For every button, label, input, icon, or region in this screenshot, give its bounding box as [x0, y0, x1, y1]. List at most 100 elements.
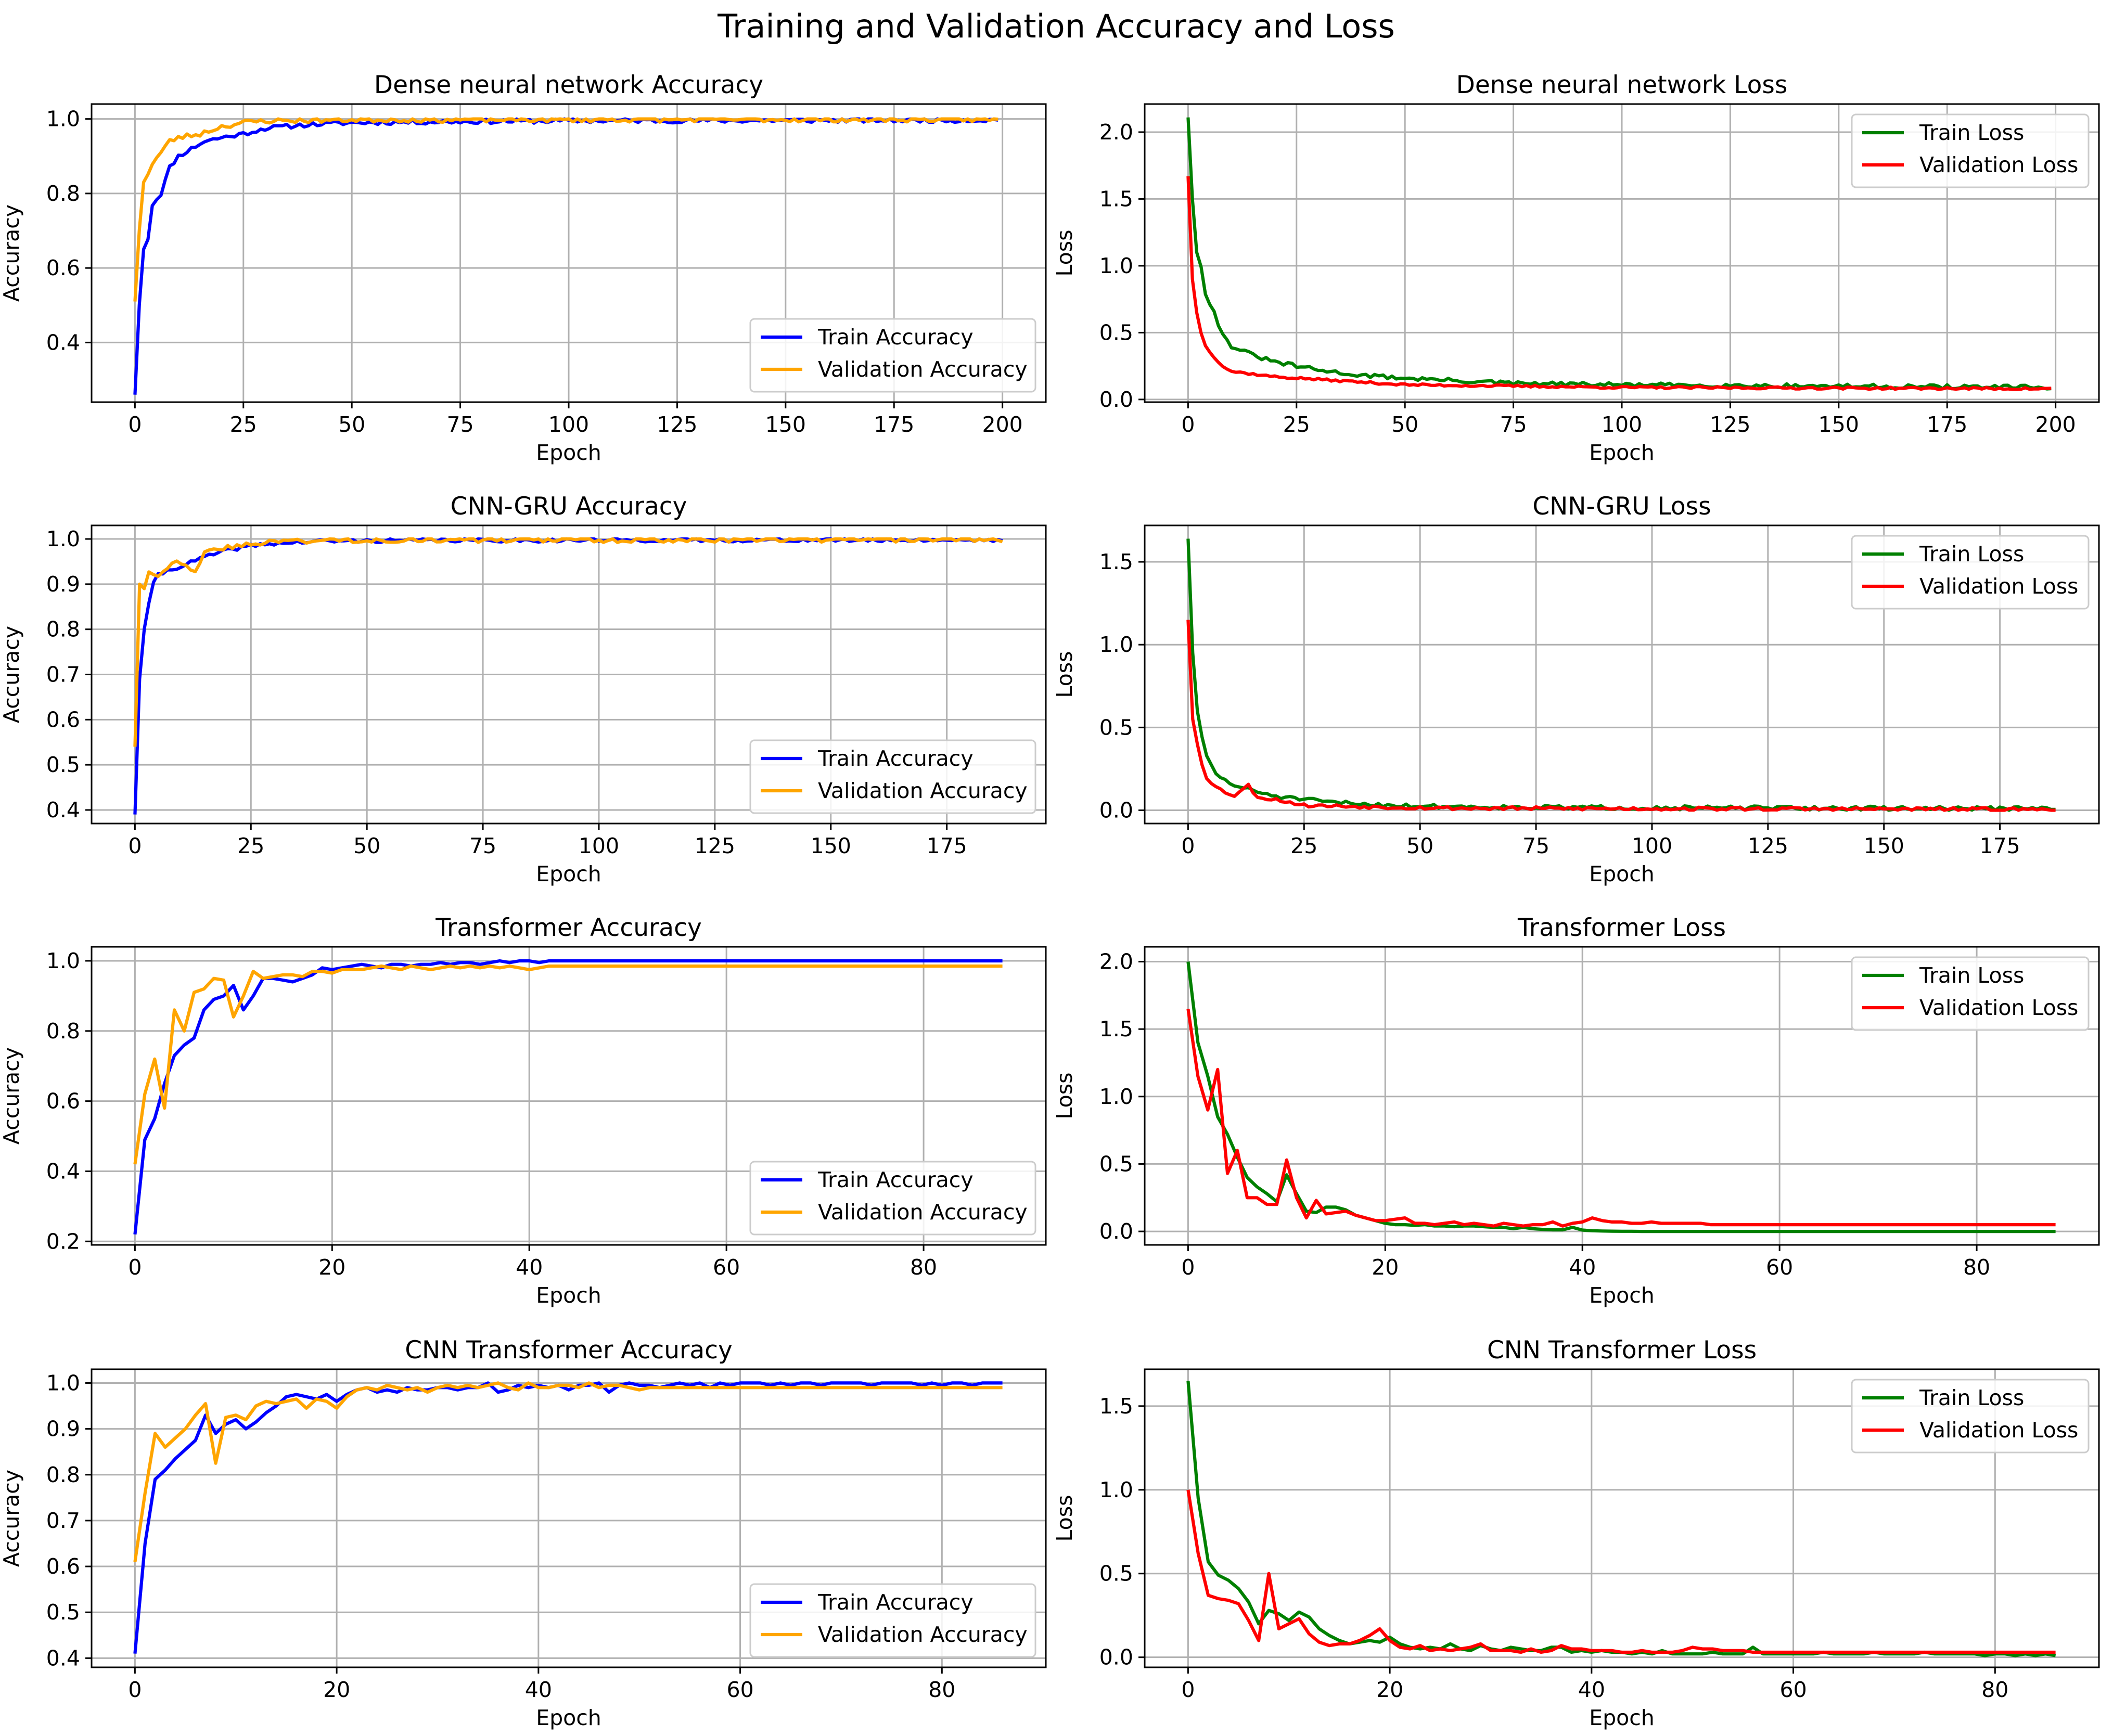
x-tick-label: 150	[811, 833, 851, 858]
x-axis-label: Epoch	[536, 440, 601, 465]
x-tick-label: 60	[713, 1255, 740, 1280]
y-axis-label: Loss	[1052, 230, 1077, 277]
legend-label: Validation Accuracy	[818, 778, 1028, 803]
series-line-validation-accuracy	[133, 117, 998, 302]
x-tick-label: 175	[1927, 412, 1967, 437]
y-tick-label: 0.9	[46, 572, 80, 597]
x-tick-label: 25	[1283, 412, 1310, 437]
legend-box	[749, 739, 1036, 814]
legend-box	[749, 1161, 1036, 1236]
y-tick-label: 0.6	[46, 1089, 80, 1114]
series-line-train-loss	[1186, 961, 2056, 1233]
y-tick-label: 0.4	[46, 1159, 80, 1184]
legend-label: Train Accuracy	[817, 325, 974, 350]
y-tick-label: 0.4	[46, 1645, 80, 1670]
y-tick-label: 0.6	[46, 1554, 80, 1579]
y-tick-label: 1.5	[1099, 1017, 1133, 1041]
x-tick-label: 75	[447, 412, 474, 437]
legend-label: Validation Loss	[1919, 574, 2078, 599]
y-axis-label: Accuracy	[0, 1047, 24, 1145]
legend: Train Accuracy Validation Accuracy	[749, 318, 1036, 393]
x-tick-label: 100	[1632, 833, 1672, 858]
series-line-train-accuracy	[133, 959, 1003, 1235]
legend-box	[1851, 535, 2090, 610]
y-tick-label: 0.5	[1099, 1561, 1133, 1586]
y-tick-label: 1.0	[46, 1370, 80, 1395]
y-axis-label: Accuracy	[0, 204, 24, 302]
x-tick-label: 0	[1181, 1255, 1195, 1280]
legend: Train Loss Validation Loss	[1851, 535, 2090, 610]
x-axis-label: Epoch	[1589, 440, 1655, 465]
x-tick-label: 175	[1980, 833, 2020, 858]
series-line-validation-loss	[1186, 1008, 2056, 1228]
x-tick-label: 100	[548, 412, 589, 437]
x-tick-label: 0	[128, 1255, 142, 1280]
y-tick-label: 1.5	[1099, 549, 1133, 574]
y-axis-label: Accuracy	[0, 1470, 24, 1567]
y-tick-label: 0.7	[46, 662, 80, 687]
legend-label: Validation Accuracy	[818, 1622, 1028, 1647]
legend-box	[749, 318, 1036, 393]
series-line-train-loss	[1186, 117, 2052, 391]
y-tick-label: 0.0	[1099, 798, 1133, 823]
y-tick-label: 0.6	[46, 707, 80, 732]
x-tick-label: 80	[928, 1677, 955, 1702]
legend-label: Train Loss	[1919, 1385, 2024, 1410]
legend-label: Train Accuracy	[817, 746, 974, 771]
legend-label: Validation Loss	[1919, 995, 2078, 1020]
x-tick-label: 80	[1981, 1677, 2008, 1702]
subplot-dense-neural-network-accuracy: 0 25 50 75 100 125 150 175 200 0.4 0.6 0.8 1.0 Dense …	[0, 71, 1047, 465]
legend: Train Accuracy Validation Accuracy	[749, 739, 1036, 814]
y-tick-label: 0.6	[46, 255, 80, 280]
x-tick-label: 200	[982, 412, 1023, 437]
subplot-title: Transformer Loss	[1517, 914, 1726, 942]
y-tick-label: 0.9	[46, 1417, 80, 1442]
axes-frame	[1144, 1368, 2100, 1668]
x-tick-label: 50	[353, 833, 380, 858]
y-tick-label: 0.5	[46, 752, 80, 777]
x-tick-label: 20	[323, 1677, 350, 1702]
x-tick-label: 125	[657, 412, 697, 437]
series-line-validation-loss	[1186, 176, 2052, 391]
y-tick-label: 0.4	[46, 798, 80, 822]
y-tick-label: 0.0	[1099, 387, 1133, 412]
subplot-transformer-accuracy: 0 20 40 60 80 0.2 0.4 0.6 0.8 1.0 Transformer Accu…	[0, 914, 1047, 1308]
x-tick-label: 80	[1963, 1255, 1990, 1280]
legend-label: Validation Accuracy	[818, 357, 1028, 382]
axes-frame	[1144, 524, 2100, 825]
x-tick-label: 60	[1779, 1677, 1807, 1702]
y-tick-label: 2.0	[1099, 949, 1133, 974]
legend: Train Loss Validation Loss	[1851, 1379, 2090, 1454]
x-tick-label: 50	[338, 412, 365, 437]
x-tick-label: 75	[1522, 833, 1549, 858]
series-line-validation-loss	[1186, 1489, 2056, 1654]
y-tick-label: 0.5	[46, 1600, 80, 1625]
x-tick-label: 0	[128, 833, 142, 858]
legend: Train Loss Validation Loss	[1851, 113, 2090, 188]
x-tick-label: 75	[1500, 412, 1527, 437]
y-tick-label: 0.5	[1099, 715, 1133, 740]
x-axis-label: Epoch	[1589, 1283, 1655, 1308]
x-axis-label: Epoch	[1589, 1705, 1655, 1730]
x-axis-label: Epoch	[536, 1283, 601, 1308]
x-tick-label: 150	[1864, 833, 1904, 858]
y-tick-label: 0.8	[46, 617, 80, 642]
legend-label: Train Accuracy	[817, 1590, 974, 1615]
x-tick-label: 125	[1710, 412, 1750, 437]
x-tick-label: 175	[874, 412, 914, 437]
y-tick-label: 0.8	[46, 1019, 80, 1044]
y-tick-label: 1.0	[1099, 1084, 1133, 1109]
legend-box	[1851, 113, 2090, 188]
y-axis-label: Loss	[1052, 651, 1077, 698]
y-tick-label: 1.0	[46, 526, 80, 551]
y-tick-label: 0.4	[46, 330, 80, 355]
y-tick-label: 2.0	[1099, 120, 1133, 145]
x-tick-label: 0	[128, 1677, 142, 1702]
x-tick-label: 150	[1819, 412, 1859, 437]
subplot-title: CNN-GRU Loss	[1532, 492, 1711, 521]
legend: Train Accuracy Validation Accuracy	[749, 1583, 1036, 1658]
x-tick-label: 25	[1290, 833, 1317, 858]
y-tick-label: 1.5	[1099, 1394, 1133, 1419]
y-tick-label: 1.0	[1099, 632, 1133, 657]
